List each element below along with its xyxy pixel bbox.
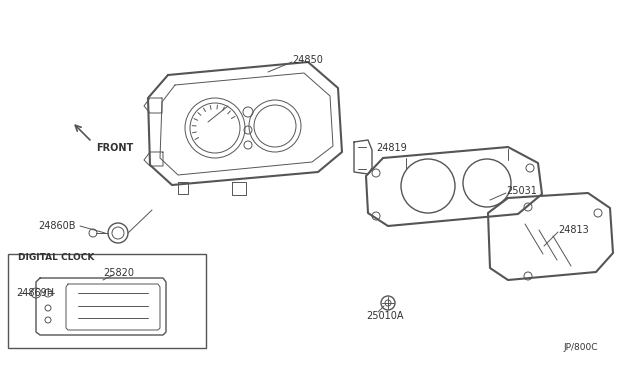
FancyBboxPatch shape [8,254,206,348]
Text: 25031: 25031 [506,186,537,196]
Text: 24819: 24819 [376,143,407,153]
Text: JP/800C: JP/800C [563,343,598,352]
Text: 25820: 25820 [103,268,134,278]
Text: 24860B: 24860B [38,221,76,231]
Text: 25010A: 25010A [366,311,403,321]
Text: 24869H: 24869H [16,288,54,298]
Text: 24813: 24813 [558,225,589,235]
Text: DIGITAL CLOCK: DIGITAL CLOCK [18,253,94,263]
Text: FRONT: FRONT [96,143,133,153]
Text: 24850: 24850 [292,55,323,65]
